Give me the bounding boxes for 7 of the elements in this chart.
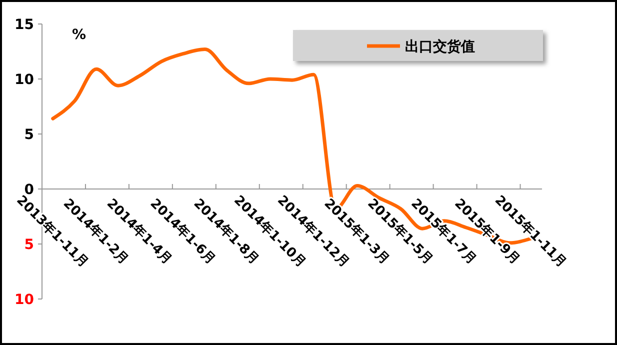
y-tick-label: 5 bbox=[24, 236, 34, 253]
y-tick-label: 5 bbox=[24, 126, 34, 143]
y-tick-label: 10 bbox=[14, 292, 34, 308]
y-tick-label: 10 bbox=[14, 72, 34, 88]
y-tick-label: 15 bbox=[14, 16, 34, 33]
legend-label: 出口交货值 bbox=[405, 38, 475, 55]
y-axis-title: % bbox=[72, 27, 86, 43]
